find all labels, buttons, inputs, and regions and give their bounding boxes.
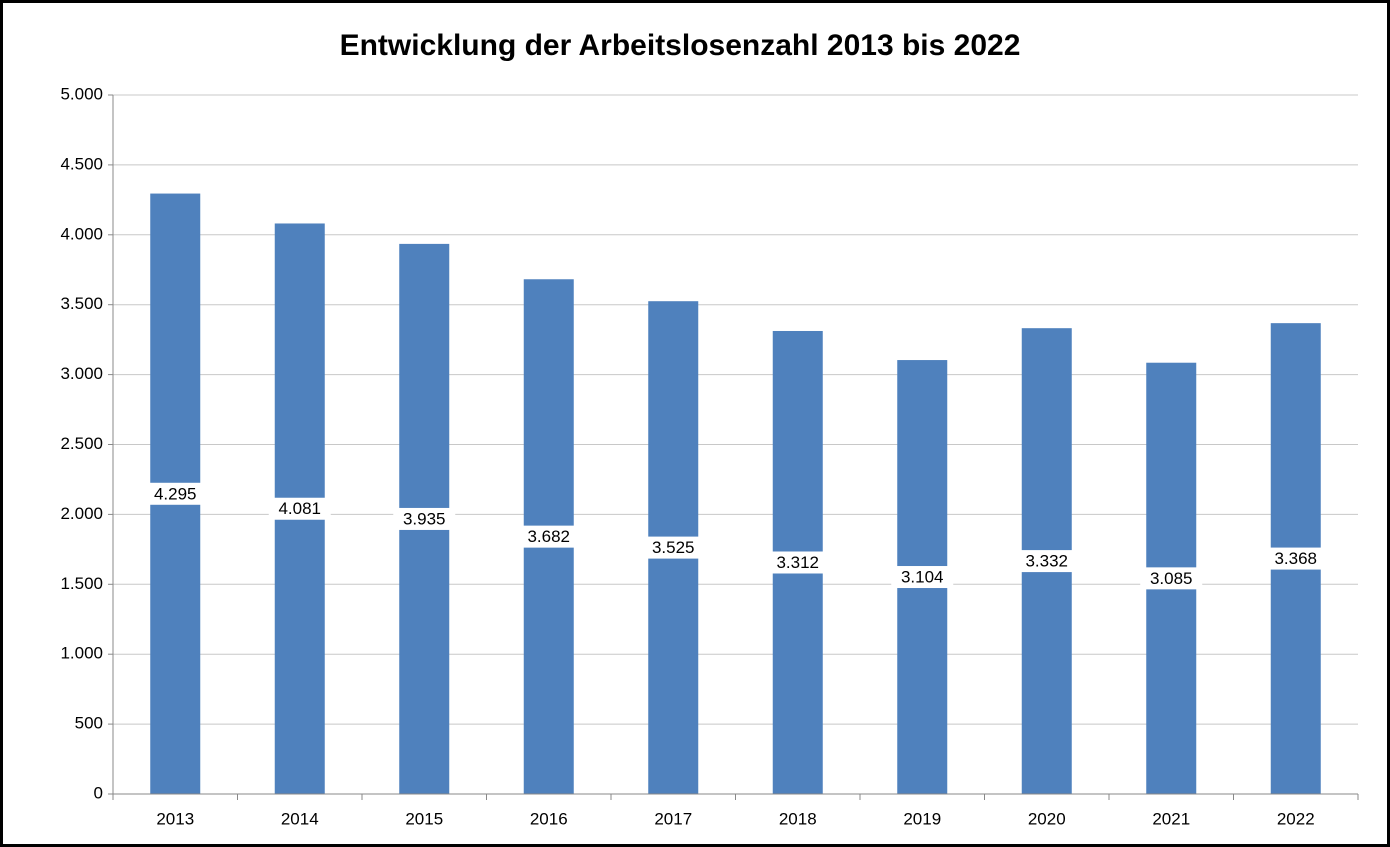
data-label-bg	[766, 551, 829, 574]
y-tick-label: 2.000	[60, 504, 103, 523]
data-label-bg	[1264, 547, 1327, 570]
y-tick-label: 4.500	[60, 154, 103, 173]
data-label: 3.312	[776, 553, 819, 572]
data-label-bg	[1140, 567, 1203, 590]
data-label: 3.525	[652, 538, 695, 557]
y-tick-label: 500	[75, 714, 103, 733]
x-tick-label: 2021	[1152, 809, 1190, 828]
data-label: 3.104	[901, 568, 944, 587]
x-tick-label: 2015	[405, 809, 443, 828]
data-label: 3.085	[1150, 569, 1193, 588]
y-tick-label: 2.500	[60, 434, 103, 453]
x-tick-label: 2022	[1277, 809, 1315, 828]
data-label: 3.368	[1274, 549, 1317, 568]
chart-title: Entwicklung der Arbeitslosenzahl 2013 bi…	[340, 29, 1021, 62]
x-tick-label: 2018	[779, 809, 817, 828]
y-tick-label: 1.000	[60, 644, 103, 663]
y-tick-label: 1.500	[60, 574, 103, 593]
data-label-bg	[268, 497, 331, 520]
x-tick-label: 2017	[654, 809, 692, 828]
data-label-bg	[517, 525, 580, 548]
data-label-bg	[393, 507, 456, 530]
x-tick-label: 2016	[530, 809, 568, 828]
y-tick-label: 3.000	[60, 364, 103, 383]
x-tick-label: 2020	[1028, 809, 1066, 828]
data-label: 4.081	[278, 499, 321, 518]
x-tick-label: 2014	[281, 809, 319, 828]
y-tick-label: 0	[94, 783, 103, 802]
x-tick-label: 2019	[903, 809, 941, 828]
data-label-bg	[642, 536, 705, 559]
data-label: 3.935	[403, 509, 446, 528]
y-tick-label: 4.000	[60, 224, 103, 243]
data-label-bg	[1015, 550, 1078, 573]
data-label: 4.295	[154, 484, 197, 503]
data-label: 3.332	[1025, 552, 1068, 571]
x-tick-label: 2013	[156, 809, 194, 828]
data-label-bg	[891, 566, 954, 589]
data-label: 3.682	[527, 527, 570, 546]
y-tick-label: 5.000	[60, 84, 103, 103]
y-tick-label: 3.500	[60, 294, 103, 313]
data-label-bg	[144, 482, 207, 505]
